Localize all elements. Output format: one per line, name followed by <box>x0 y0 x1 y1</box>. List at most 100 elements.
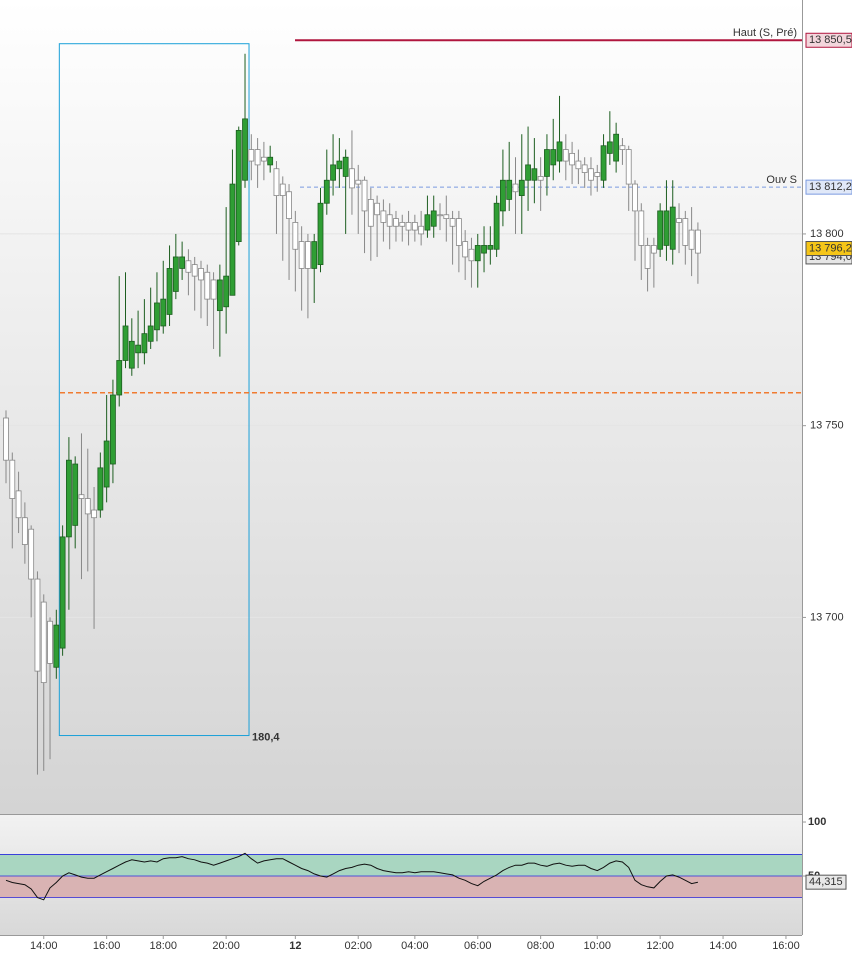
candle-body <box>317 202 324 266</box>
candle-body <box>361 179 368 212</box>
candle-body <box>66 459 72 538</box>
candle-body <box>15 490 22 519</box>
candle-body <box>632 183 638 212</box>
x-tick-label: 10:00 <box>583 940 611 952</box>
candle-body <box>179 256 186 269</box>
x-tick-label: 18:00 <box>149 940 177 952</box>
candle-body <box>185 260 192 273</box>
candle-body <box>386 214 393 227</box>
right-axis <box>802 0 852 957</box>
lower-band <box>0 876 802 898</box>
candle-body <box>242 118 248 181</box>
candle-body <box>191 264 198 277</box>
candle-body <box>248 149 255 162</box>
candle-body <box>84 498 91 515</box>
candle-body <box>411 222 418 231</box>
candle-body <box>47 620 53 664</box>
x-tick-label: 12 <box>289 940 301 952</box>
candle-body <box>305 241 311 269</box>
candle-body <box>443 214 450 219</box>
candle-body <box>59 536 66 649</box>
candle-body <box>556 141 563 162</box>
candle-body <box>695 229 701 254</box>
candle-body <box>40 601 47 684</box>
candle-body <box>223 275 230 308</box>
candle-body <box>78 494 85 499</box>
candle-body <box>512 183 519 193</box>
candle-body <box>279 183 286 196</box>
candle-body <box>462 241 469 258</box>
candle-body <box>625 149 632 185</box>
x-tick-label: 14:00 <box>709 940 737 952</box>
y-tick-label: 13 800 <box>810 228 844 240</box>
level-label: 13 850,5 <box>809 34 852 46</box>
candle-body <box>210 279 217 300</box>
candle-body <box>676 218 682 223</box>
candle-body <box>638 210 645 246</box>
candle-body <box>330 164 336 181</box>
candle-body <box>437 214 443 217</box>
candle-body <box>449 218 456 227</box>
candle-body <box>336 160 343 170</box>
candle-body <box>581 164 588 173</box>
level-name: Haut (S, Pré) <box>733 27 797 39</box>
candle-body <box>537 176 544 181</box>
candle-body <box>468 248 475 262</box>
candle-body <box>97 467 104 511</box>
candle-body <box>487 245 494 250</box>
candle-body <box>430 210 437 227</box>
candle-body <box>21 517 28 545</box>
candle-body <box>657 210 664 250</box>
candle-body <box>166 268 173 315</box>
upper-band <box>0 854 802 877</box>
x-tick-label: 06:00 <box>464 940 492 952</box>
candle-body <box>342 156 349 177</box>
candle-body <box>9 459 16 499</box>
candle-body <box>349 168 355 189</box>
candle-body <box>525 164 531 181</box>
candle-body <box>28 528 35 580</box>
candle-body <box>72 463 79 526</box>
level-box <box>805 32 852 48</box>
candle-body <box>650 245 657 254</box>
candle-body <box>147 325 154 342</box>
candle-body <box>298 241 305 269</box>
candle-body <box>380 210 387 223</box>
candle-body <box>141 333 148 354</box>
value-label: 44,315 <box>809 876 843 888</box>
candle-body <box>367 199 374 227</box>
candle-body <box>455 218 462 246</box>
candle-body <box>273 168 280 196</box>
candle-body <box>292 222 299 250</box>
candle-body <box>663 210 670 246</box>
candle-body <box>688 229 695 250</box>
candle-body <box>34 578 41 672</box>
candle-body <box>53 624 60 668</box>
x-tick-label: 04:00 <box>401 940 429 952</box>
level-label: 13 812,2 <box>809 181 852 193</box>
candle-body <box>481 245 487 254</box>
candle-body <box>355 179 362 185</box>
measure-box <box>58 43 250 737</box>
level-box <box>805 179 852 195</box>
candle-body <box>613 133 620 162</box>
candle-body <box>399 222 406 227</box>
y-tick-label: 100 <box>808 816 826 828</box>
price-box-label: 13 796,2 <box>809 242 852 254</box>
candle-body <box>235 129 242 242</box>
candle-body <box>506 179 513 200</box>
candle-body <box>204 271 211 300</box>
x-tick-label: 02:00 <box>344 940 372 952</box>
candle-body <box>682 218 689 246</box>
candle-body <box>600 145 607 181</box>
candle-body <box>260 156 267 162</box>
value-box <box>805 874 847 890</box>
x-tick-label: 08:00 <box>527 940 555 952</box>
candle-body <box>198 268 204 281</box>
time-axis <box>0 935 802 957</box>
candle-body <box>669 206 676 250</box>
candle-body <box>474 245 481 262</box>
candle-body <box>562 149 569 162</box>
level-name: Ouv S <box>766 174 797 186</box>
